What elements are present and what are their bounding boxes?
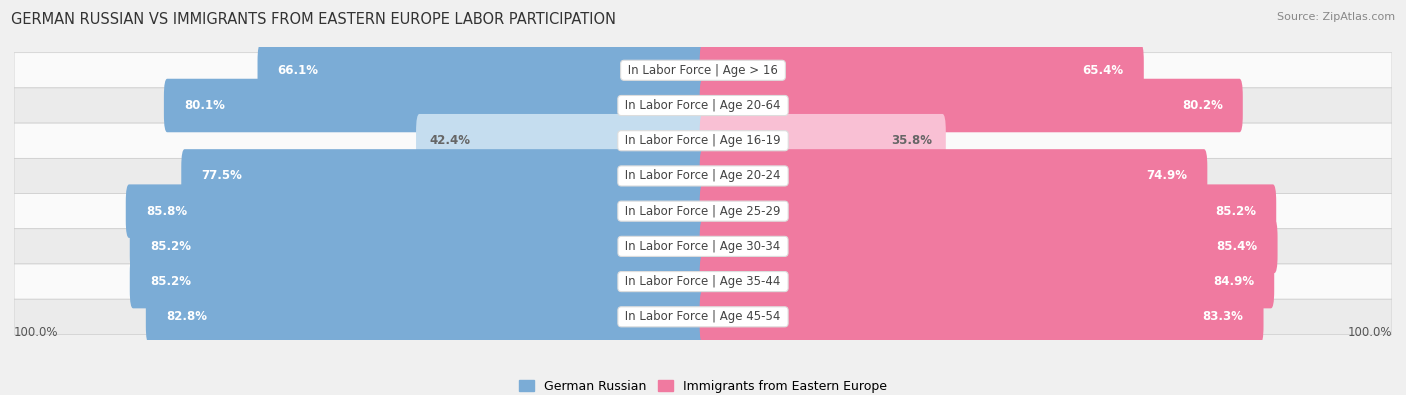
Text: 66.1%: 66.1%: [277, 64, 319, 77]
FancyBboxPatch shape: [14, 194, 1392, 229]
Text: 65.4%: 65.4%: [1083, 64, 1123, 77]
FancyBboxPatch shape: [129, 255, 706, 308]
Text: 35.8%: 35.8%: [891, 134, 932, 147]
FancyBboxPatch shape: [700, 220, 1278, 273]
Text: 85.2%: 85.2%: [150, 240, 191, 253]
Text: GERMAN RUSSIAN VS IMMIGRANTS FROM EASTERN EUROPE LABOR PARTICIPATION: GERMAN RUSSIAN VS IMMIGRANTS FROM EASTER…: [11, 12, 616, 27]
FancyBboxPatch shape: [14, 53, 1392, 88]
Text: In Labor Force | Age 45-54: In Labor Force | Age 45-54: [621, 310, 785, 324]
Text: 82.8%: 82.8%: [166, 310, 207, 324]
FancyBboxPatch shape: [165, 79, 706, 132]
FancyBboxPatch shape: [14, 88, 1392, 123]
FancyBboxPatch shape: [700, 149, 1208, 203]
Text: 85.8%: 85.8%: [146, 205, 187, 218]
Text: 85.2%: 85.2%: [1215, 205, 1256, 218]
FancyBboxPatch shape: [14, 123, 1392, 158]
FancyBboxPatch shape: [700, 114, 946, 167]
FancyBboxPatch shape: [14, 264, 1392, 299]
Text: 100.0%: 100.0%: [14, 325, 59, 339]
Text: In Labor Force | Age 25-29: In Labor Force | Age 25-29: [621, 205, 785, 218]
FancyBboxPatch shape: [14, 158, 1392, 194]
Text: In Labor Force | Age 35-44: In Labor Force | Age 35-44: [621, 275, 785, 288]
FancyBboxPatch shape: [125, 184, 706, 238]
Text: 85.2%: 85.2%: [150, 275, 191, 288]
Text: In Labor Force | Age 16-19: In Labor Force | Age 16-19: [621, 134, 785, 147]
FancyBboxPatch shape: [700, 43, 1144, 97]
FancyBboxPatch shape: [146, 290, 706, 344]
FancyBboxPatch shape: [257, 43, 706, 97]
Text: 84.9%: 84.9%: [1213, 275, 1254, 288]
Text: 85.4%: 85.4%: [1216, 240, 1257, 253]
Text: 42.4%: 42.4%: [429, 134, 471, 147]
FancyBboxPatch shape: [700, 184, 1277, 238]
Text: In Labor Force | Age > 16: In Labor Force | Age > 16: [624, 64, 782, 77]
Text: 80.2%: 80.2%: [1182, 99, 1223, 112]
Text: In Labor Force | Age 30-34: In Labor Force | Age 30-34: [621, 240, 785, 253]
Text: 80.1%: 80.1%: [184, 99, 225, 112]
Text: 74.9%: 74.9%: [1146, 169, 1187, 182]
FancyBboxPatch shape: [14, 229, 1392, 264]
FancyBboxPatch shape: [700, 290, 1264, 344]
FancyBboxPatch shape: [700, 255, 1274, 308]
FancyBboxPatch shape: [14, 299, 1392, 335]
FancyBboxPatch shape: [129, 220, 706, 273]
Text: In Labor Force | Age 20-64: In Labor Force | Age 20-64: [621, 99, 785, 112]
Text: 77.5%: 77.5%: [201, 169, 242, 182]
Text: 100.0%: 100.0%: [1347, 325, 1392, 339]
Text: In Labor Force | Age 20-24: In Labor Force | Age 20-24: [621, 169, 785, 182]
FancyBboxPatch shape: [700, 79, 1243, 132]
FancyBboxPatch shape: [181, 149, 706, 203]
Text: 83.3%: 83.3%: [1202, 310, 1243, 324]
FancyBboxPatch shape: [416, 114, 706, 167]
Text: Source: ZipAtlas.com: Source: ZipAtlas.com: [1277, 12, 1395, 22]
Legend: German Russian, Immigrants from Eastern Europe: German Russian, Immigrants from Eastern …: [513, 375, 893, 395]
